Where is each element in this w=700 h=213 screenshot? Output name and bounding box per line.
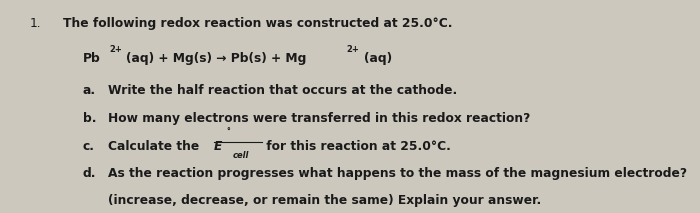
Text: (aq) + Mg(s) → Pb(s) + Mg: (aq) + Mg(s) → Pb(s) + Mg — [126, 52, 307, 65]
Text: Calculate the: Calculate the — [108, 140, 204, 153]
Text: b.: b. — [83, 112, 96, 125]
Text: (increase, decrease, or remain the same) Explain your answer.: (increase, decrease, or remain the same)… — [108, 194, 542, 207]
Text: Pb: Pb — [83, 52, 100, 65]
Text: c.: c. — [83, 140, 94, 153]
Text: d.: d. — [83, 167, 96, 180]
Text: As the reaction progresses what happens to the mass of the magnesium electrode?: As the reaction progresses what happens … — [108, 167, 687, 180]
Text: (aq): (aq) — [364, 52, 392, 65]
Text: How many electrons were transferred in this redox reaction?: How many electrons were transferred in t… — [108, 112, 531, 125]
Text: The following redox reaction was constructed at 25.0°C.: The following redox reaction was constru… — [63, 17, 452, 30]
Text: E: E — [214, 140, 223, 153]
Text: 1.: 1. — [29, 17, 41, 30]
Text: 2+: 2+ — [346, 45, 359, 54]
Text: cell: cell — [232, 151, 248, 160]
Text: Write the half reaction that occurs at the cathode.: Write the half reaction that occurs at t… — [108, 84, 458, 97]
Text: a.: a. — [83, 84, 96, 97]
Text: °: ° — [227, 128, 230, 137]
Text: for this reaction at 25.0°C.: for this reaction at 25.0°C. — [262, 140, 451, 153]
Text: 2+: 2+ — [109, 45, 122, 54]
